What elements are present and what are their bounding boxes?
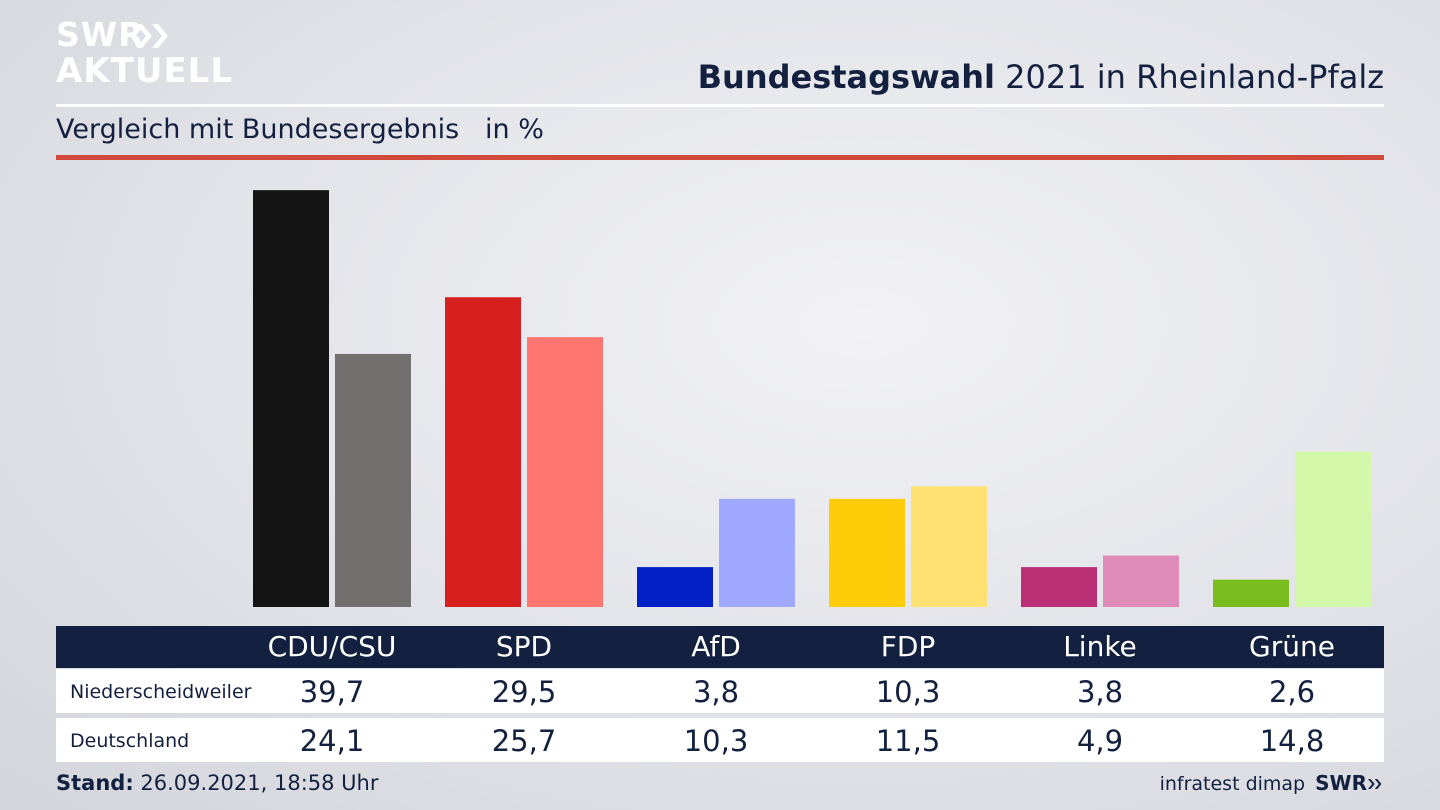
table-row: Deutschland 24,1 25,7 10,3 11,5 4,9 14,8 xyxy=(56,718,1384,762)
value-cell: 39,7 xyxy=(299,675,365,709)
source-credit: infratest dimap SWR xyxy=(1160,771,1384,795)
logo-text-aktuell: AKTUELL xyxy=(56,51,234,91)
source-text: infratest dimap xyxy=(1159,773,1306,795)
party-header-fdp: FDP xyxy=(880,630,936,663)
bar-spd-region xyxy=(445,297,521,607)
party-header-linke: Linke xyxy=(1063,630,1137,663)
swr-aktuell-logo: SWR AKTUELL xyxy=(56,15,232,90)
bar-chart xyxy=(253,190,1371,607)
bar-cdu-csu-national xyxy=(335,353,411,607)
chart-subtitle: Vergleich mit Bundesergebnis in % xyxy=(56,114,544,145)
bar-gr-ne-region xyxy=(1213,579,1289,607)
bar-fdp-region xyxy=(829,498,905,607)
party-header-afd: AfD xyxy=(691,630,741,663)
value-cell: 25,7 xyxy=(491,724,557,758)
title-rest: 2021 in Rheinland-Pfalz xyxy=(995,58,1384,96)
row-label: Deutschland xyxy=(70,730,190,752)
results-table: CDU/CSU SPD AfD FDP Linke Grüne Niederscheidw… xyxy=(56,626,1384,762)
bar-afd-national xyxy=(719,498,795,607)
value-cell: 29,5 xyxy=(491,675,557,709)
bar-linke-national xyxy=(1103,555,1179,607)
value-cell: 4,9 xyxy=(1076,724,1124,758)
stand-value: 26.09.2021, 18:58 Uhr xyxy=(133,771,379,795)
table-header: CDU/CSU SPD AfD FDP Linke Grüne xyxy=(56,626,1384,668)
bar-cdu-csu-region xyxy=(253,190,329,607)
value-cell: 24,1 xyxy=(299,724,365,758)
chevrons-icon xyxy=(1368,778,1382,790)
value-cell: 3,8 xyxy=(692,675,740,709)
bar-linke-region xyxy=(1021,567,1097,607)
party-header-cdu-csu: CDU/CSU xyxy=(267,630,397,663)
value-cell: 3,8 xyxy=(1076,675,1124,709)
value-cell: 10,3 xyxy=(683,724,749,758)
bar-afd-region xyxy=(637,567,713,607)
accent-divider xyxy=(56,155,1384,160)
logo-text-swr: SWR xyxy=(56,15,145,54)
row-label: Niederscheidweiler xyxy=(70,681,252,703)
title-divider xyxy=(56,104,1384,107)
timestamp: Stand: 26.09.2021, 18:58 Uhr xyxy=(56,771,379,795)
page-title: Bundestagswahl 2021 in Rheinland-Pfalz xyxy=(698,58,1384,96)
swr-brand: SWR xyxy=(1315,771,1367,795)
bar-gr-ne-national xyxy=(1295,451,1371,607)
title-bold: Bundestagswahl xyxy=(697,58,995,96)
table-row: Niederscheidweiler 39,7 29,5 3,8 10,3 3,8 2,6 xyxy=(56,669,1384,713)
bar-spd-national xyxy=(527,337,603,607)
party-header-spd: SPD xyxy=(495,630,553,663)
chevrons-icon xyxy=(136,24,168,48)
value-cell: 10,3 xyxy=(875,675,941,709)
value-cell: 11,5 xyxy=(875,724,941,758)
bar-fdp-national xyxy=(911,486,987,607)
stand-label: Stand: xyxy=(56,771,134,795)
value-cell: 2,6 xyxy=(1268,675,1316,709)
value-cell: 14,8 xyxy=(1259,724,1325,758)
party-header-gr-ne: Grüne xyxy=(1249,630,1335,663)
